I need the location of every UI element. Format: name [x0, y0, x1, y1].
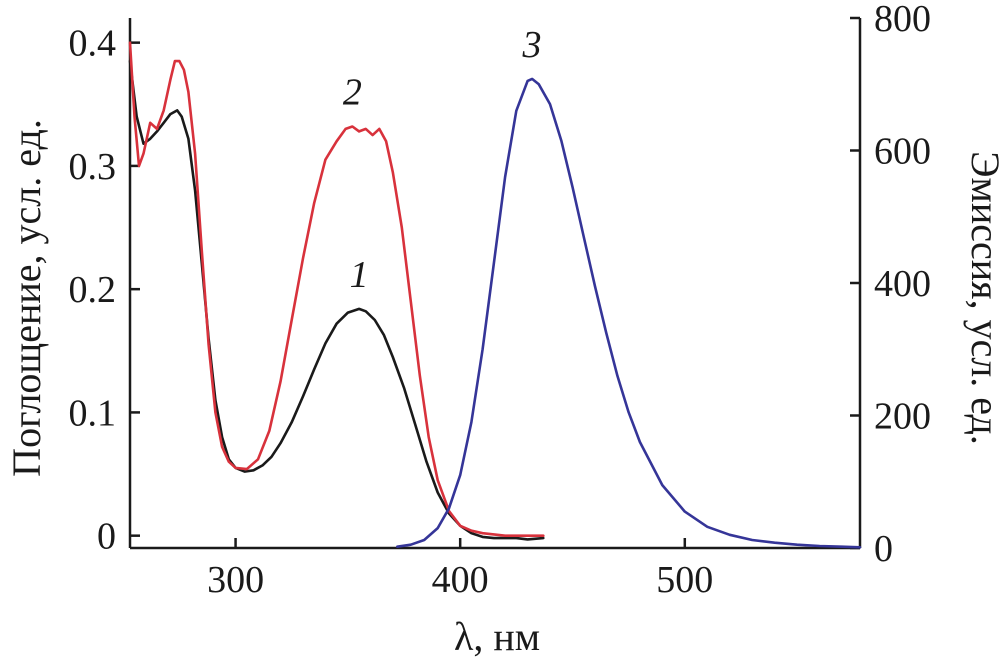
left-y-tick-label: 0.4	[69, 23, 117, 65]
x-tick-label: 500	[656, 559, 713, 601]
series-layer	[128, 41, 862, 549]
left-y-tick-label: 0.3	[69, 146, 117, 188]
left-y-tick-label: 0.2	[69, 269, 117, 311]
left-y-axis-title: Поглощение, усл. ед.	[4, 119, 49, 477]
curve-label-3: 3	[522, 24, 542, 66]
left-y-tick-label: 0	[97, 516, 116, 558]
x-axis-title: λ, нм	[454, 614, 540, 659]
curve-label-2: 2	[343, 71, 362, 113]
curve-label-1: 1	[350, 254, 369, 296]
right-y-tick-label: 200	[874, 396, 931, 438]
right-y-tick-label: 800	[874, 0, 931, 40]
left-y-tick-label: 0.1	[69, 392, 117, 434]
x-tick-label: 400	[432, 559, 489, 601]
x-tick-label: 300	[207, 559, 264, 601]
series-line-2	[128, 41, 545, 537]
right-y-tick-label: 400	[874, 263, 931, 305]
series-line-3	[396, 77, 862, 549]
labels-layer: 1 2 3	[343, 24, 542, 296]
right-y-tick-label: 0	[874, 528, 893, 570]
right-y-tick-label: 600	[874, 131, 931, 173]
right-y-axis-title: Эмиссия, усл. ед.	[963, 151, 1000, 445]
axes: 300 400 500 0 0.1 0.2 0.3 0.4 0 200 400 600 800	[69, 0, 932, 601]
